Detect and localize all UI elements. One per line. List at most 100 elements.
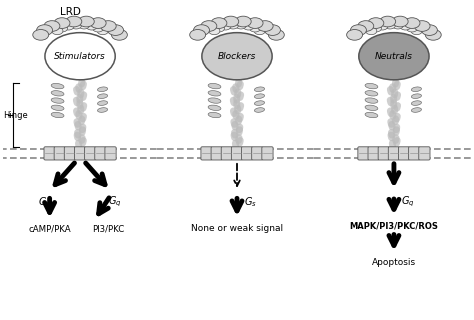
FancyBboxPatch shape: [358, 147, 369, 160]
Circle shape: [209, 27, 220, 35]
Circle shape: [190, 29, 206, 40]
Circle shape: [220, 22, 231, 30]
Circle shape: [384, 21, 395, 29]
Ellipse shape: [365, 98, 378, 103]
Circle shape: [52, 27, 63, 35]
Circle shape: [350, 25, 366, 36]
Circle shape: [365, 27, 377, 35]
Circle shape: [97, 27, 109, 35]
Circle shape: [100, 21, 116, 31]
Circle shape: [264, 25, 281, 36]
Circle shape: [79, 21, 90, 29]
Ellipse shape: [411, 87, 421, 92]
Text: PI3/PKC: PI3/PKC: [92, 225, 124, 234]
Circle shape: [78, 16, 94, 27]
Text: MAPK/PI3/PKC/ROS: MAPK/PI3/PKC/ROS: [349, 222, 438, 231]
FancyBboxPatch shape: [44, 147, 55, 160]
Circle shape: [111, 29, 128, 40]
Circle shape: [223, 16, 239, 27]
Ellipse shape: [208, 84, 221, 89]
Circle shape: [45, 33, 115, 80]
FancyBboxPatch shape: [388, 147, 400, 160]
Text: $G_s$: $G_s$: [244, 195, 257, 209]
Circle shape: [368, 18, 384, 28]
Circle shape: [36, 25, 53, 36]
Circle shape: [108, 25, 124, 36]
FancyBboxPatch shape: [231, 147, 243, 160]
Text: cAMP/PKA: cAMP/PKA: [28, 225, 71, 234]
Circle shape: [63, 22, 74, 30]
Ellipse shape: [51, 105, 64, 110]
Text: Hinge: Hinge: [3, 111, 28, 120]
Circle shape: [257, 21, 273, 31]
Ellipse shape: [51, 112, 64, 118]
Circle shape: [92, 25, 104, 32]
Text: LRD: LRD: [60, 7, 81, 18]
Circle shape: [44, 21, 60, 31]
Ellipse shape: [411, 94, 421, 99]
FancyBboxPatch shape: [64, 147, 75, 160]
FancyBboxPatch shape: [368, 147, 379, 160]
FancyBboxPatch shape: [84, 147, 96, 160]
Circle shape: [392, 16, 408, 27]
Text: $G_q$: $G_q$: [109, 195, 122, 209]
FancyBboxPatch shape: [74, 147, 86, 160]
Circle shape: [358, 21, 374, 31]
Ellipse shape: [411, 101, 421, 105]
Ellipse shape: [98, 87, 108, 92]
Circle shape: [202, 33, 272, 80]
Circle shape: [211, 18, 227, 28]
Ellipse shape: [255, 108, 264, 112]
Text: Neutrals: Neutrals: [375, 52, 413, 61]
Ellipse shape: [365, 84, 378, 89]
Circle shape: [249, 25, 261, 32]
Circle shape: [66, 16, 82, 27]
Ellipse shape: [98, 101, 108, 105]
Circle shape: [228, 21, 238, 29]
Circle shape: [243, 22, 254, 30]
FancyBboxPatch shape: [95, 147, 106, 160]
Ellipse shape: [98, 108, 108, 112]
FancyBboxPatch shape: [242, 147, 253, 160]
Circle shape: [86, 22, 97, 30]
FancyBboxPatch shape: [409, 147, 420, 160]
Ellipse shape: [255, 94, 264, 99]
Circle shape: [201, 21, 217, 31]
Circle shape: [406, 25, 418, 32]
Circle shape: [411, 27, 422, 35]
Circle shape: [56, 25, 68, 32]
Ellipse shape: [411, 108, 421, 112]
Circle shape: [370, 25, 382, 32]
Circle shape: [33, 29, 49, 40]
Ellipse shape: [51, 91, 64, 96]
Text: $G_q$: $G_q$: [401, 195, 415, 209]
FancyBboxPatch shape: [262, 147, 273, 160]
Ellipse shape: [255, 87, 264, 92]
Circle shape: [392, 21, 403, 29]
Ellipse shape: [208, 105, 221, 110]
Ellipse shape: [365, 112, 378, 118]
Circle shape: [54, 18, 70, 28]
FancyBboxPatch shape: [399, 147, 410, 160]
Circle shape: [346, 29, 363, 40]
Ellipse shape: [51, 84, 64, 89]
Circle shape: [268, 29, 284, 40]
FancyBboxPatch shape: [105, 147, 116, 160]
Circle shape: [213, 25, 225, 32]
Circle shape: [236, 21, 246, 29]
Text: Blockers: Blockers: [218, 52, 256, 61]
Circle shape: [404, 18, 420, 28]
Ellipse shape: [208, 112, 221, 118]
Circle shape: [359, 33, 429, 80]
Circle shape: [400, 22, 411, 30]
FancyBboxPatch shape: [419, 147, 430, 160]
Ellipse shape: [208, 91, 221, 96]
Circle shape: [90, 18, 106, 28]
Circle shape: [193, 25, 210, 36]
Circle shape: [235, 16, 251, 27]
Text: Apoptosis: Apoptosis: [372, 258, 416, 267]
Ellipse shape: [208, 98, 221, 103]
FancyBboxPatch shape: [221, 147, 232, 160]
Ellipse shape: [51, 98, 64, 103]
Circle shape: [254, 27, 265, 35]
